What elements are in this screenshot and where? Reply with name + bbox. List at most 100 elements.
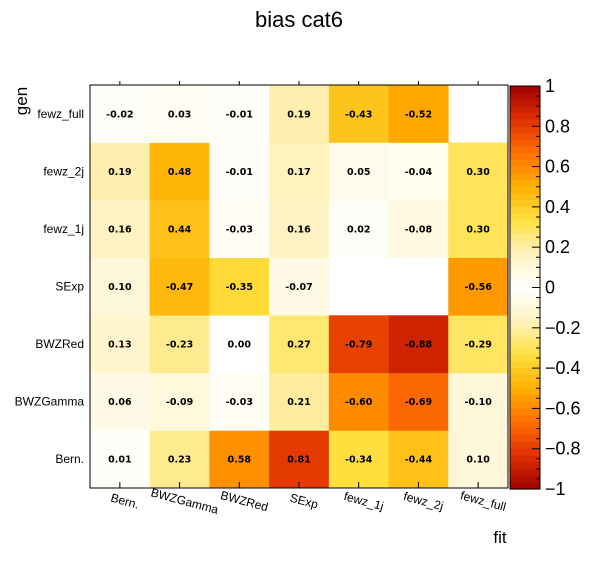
cell-value: -0.79 [345, 340, 372, 351]
y-tick-label: SExp [55, 280, 84, 294]
heatmap-cell [269, 430, 330, 489]
cell-value: 0.27 [287, 340, 310, 351]
heatmap-cell [209, 257, 270, 316]
heatmap-cell [269, 257, 330, 316]
colorbar-band [510, 119, 540, 127]
y-tick-labels: Bern. BWZGamma BWZRed SExp fewz_1j fewz_2j few… [15, 107, 85, 466]
colorbar-band [510, 233, 540, 242]
cell-value: -0.03 [226, 224, 253, 235]
cell-value: -0.09 [166, 397, 193, 408]
colorbar-band [510, 368, 540, 376]
colorbar-band [510, 341, 540, 349]
colorbar-band [510, 347, 540, 356]
colorbar-tick-label: 0 [545, 278, 555, 298]
colorbar-tick-label: −0.2 [545, 318, 581, 338]
cell-value: 0.10 [466, 455, 490, 466]
cell-value: 0.30 [466, 224, 490, 235]
cell-value: 0.16 [108, 224, 132, 235]
heatmap-cell [388, 315, 449, 374]
heatmap-cell [448, 142, 509, 201]
colorbar-band [510, 112, 540, 121]
cell-value: 0.10 [108, 282, 132, 293]
cell-value: 0.30 [466, 167, 490, 178]
colorbar-band [510, 475, 540, 483]
x-tick-label: SExp [288, 491, 320, 512]
colorbar-band [510, 300, 540, 309]
y-tick-label: fewz_1j [43, 222, 84, 236]
cell-value: -0.01 [226, 109, 253, 120]
colorbar-band [510, 99, 540, 107]
x-tick-label: fewz_2j [402, 489, 445, 513]
colorbar-band [510, 401, 540, 409]
heatmap-cell [269, 200, 330, 259]
colorbar-band [510, 139, 540, 148]
color-scale-bar [509, 85, 541, 490]
colorbar-band [510, 421, 540, 430]
heatmap-cell [90, 430, 151, 489]
colorbar-tick-label: −0.4 [545, 358, 581, 378]
heatmap-cell [209, 430, 270, 489]
cell-value: 0.00 [228, 340, 252, 351]
y-tick-label: Bern. [55, 452, 84, 466]
heatmap-cell [209, 85, 270, 143]
heatmap-cell [388, 430, 449, 489]
colorbar-band [510, 287, 540, 295]
color-scale-labels: 1 0.8 0.6 0.4 0.2 0 −0.2 −0.4 −0.6 −0.8 −1 [545, 76, 581, 499]
colorbar-tick-label: 0.4 [545, 197, 570, 217]
cell-value: -0.47 [166, 282, 193, 293]
colorbar-band [510, 280, 540, 289]
cell-value: -0.01 [226, 167, 253, 178]
heatmap-cell [149, 142, 210, 201]
colorbar-band [510, 448, 540, 457]
y-axis-label: gen [12, 87, 31, 115]
heatmap-cell [448, 257, 509, 316]
heatmap-cell [209, 372, 270, 431]
heatmap-cell [149, 257, 210, 316]
x-tick-label: fewz_full [459, 488, 508, 514]
cell-value: -0.04 [405, 167, 433, 178]
chart-title: bias cat6 [255, 7, 343, 32]
cell-value: -0.34 [345, 455, 373, 466]
cell-value: 0.02 [347, 224, 370, 235]
cell-value: -0.08 [405, 224, 433, 235]
colorbar-band [510, 253, 540, 262]
colorbar-band [510, 86, 540, 94]
heatmap-cell [448, 315, 509, 374]
colorbar-band [510, 408, 540, 416]
heatmap-cells [90, 85, 509, 489]
cell-value: 0.21 [287, 397, 310, 408]
cell-value: 0.19 [287, 109, 310, 120]
heatmap-cell [269, 142, 330, 201]
x-tick-label: Bern. [109, 491, 140, 512]
colorbar-band [510, 274, 540, 282]
colorbar-band [510, 435, 540, 443]
heatmap-cell [149, 372, 210, 431]
heatmap-cell [388, 142, 449, 201]
colorbar-band [510, 314, 540, 322]
colorbar-band [510, 153, 540, 161]
colorbar-band [510, 106, 540, 114]
colorbar-band [510, 321, 540, 329]
colorbar-band [510, 441, 540, 450]
y-tick-label: BWZGamma [15, 395, 85, 409]
cell-value: -0.03 [226, 397, 253, 408]
cell-value: -0.43 [345, 109, 372, 120]
colorbar-band [510, 381, 540, 389]
x-tick-label: fewz_1j [342, 489, 385, 513]
colorbar-band [510, 361, 540, 369]
colorbar-tick-label: 1 [545, 76, 555, 96]
colorbar-band [510, 260, 540, 268]
cell-value: -0.69 [405, 397, 432, 408]
colorbar-band [510, 220, 540, 228]
cell-value: -0.52 [405, 109, 432, 120]
heatmap-cell [328, 315, 389, 374]
heatmap-cell [90, 142, 151, 201]
plot-frame [89, 84, 509, 489]
cell-value: 0.23 [168, 455, 191, 466]
x-tick-label: BWZGamma [149, 485, 220, 517]
cell-value: 0.16 [287, 224, 311, 235]
colorbar-band [510, 200, 540, 208]
colorbar-band [510, 146, 540, 154]
colorbar-band [510, 166, 540, 174]
colorbar-band [510, 462, 540, 470]
